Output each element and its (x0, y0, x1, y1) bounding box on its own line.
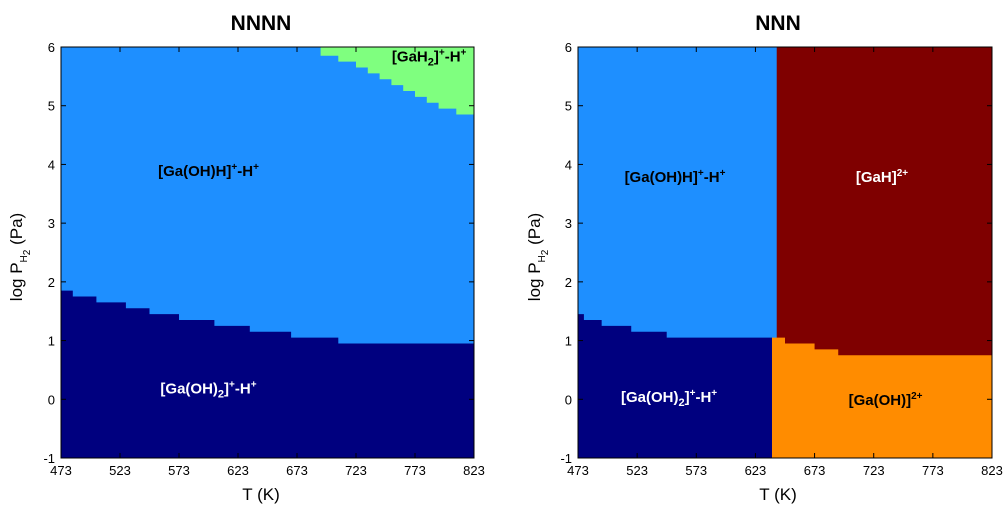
phase-diagram-nnn: NNN [Ga(OH)2]+-H+[Ga(OH)H]+-H+ [GaH]2+[Ga… (525, 12, 1003, 504)
x-axis-ticks: 473 523 573 623 673 723 773 823 (567, 47, 1003, 478)
y-tick-label: -1 (43, 451, 55, 466)
x-axis-label: T (K) (242, 485, 279, 504)
y-axis-label-main: log P (525, 262, 544, 301)
x-tick-label: 523 (626, 463, 648, 478)
y-axis-label-sub1: H (19, 255, 30, 262)
x-tick-label: 723 (863, 463, 885, 478)
x-tick-label: 773 (922, 463, 944, 478)
y-tick-label: 4 (48, 157, 55, 172)
y-tick-label: 3 (48, 216, 55, 231)
x-tick-label: 723 (345, 463, 367, 478)
y-axis-label-sub2: 2 (540, 249, 551, 255)
region-ga-oh2 (61, 290, 474, 458)
chart-title: NNNN (231, 12, 292, 35)
y-axis-label-sub1: H (537, 255, 548, 262)
y-tick-label: 0 (48, 392, 55, 407)
y-axis-label: log PH2 (Pa) (525, 213, 551, 301)
plot-area: [Ga(OH)2]+-H+ [Ga(OH)H]+-H+ [GaH]2+ [Ga(OH)… (577, 46, 993, 459)
region-ga-oh (771, 337, 992, 458)
y-tick-label: 1 (48, 334, 55, 349)
region-gah2 (297, 47, 474, 121)
x-axis-ticks: 473 523 573 623 673 723 773 823 (50, 47, 485, 478)
x-tick-label: 673 (286, 463, 308, 478)
plot-frame (60, 46, 475, 459)
region-label: [Ga(OH)]2+ (849, 391, 923, 409)
region-label: [Ga(OH)2]+-H+ (160, 379, 256, 400)
region-ga-oh2 (578, 314, 772, 458)
x-axis-label: T (K) (759, 485, 796, 504)
x-tick-label: 823 (981, 463, 1003, 478)
x-tick-label: 673 (804, 463, 826, 478)
x-tick-label: 523 (109, 463, 131, 478)
chart-title: NNN (755, 12, 801, 35)
y-tick-label: 1 (565, 334, 572, 349)
region-label: [Ga(OH)2]+-H+ (621, 388, 717, 409)
region-label: [GaH]2+ (856, 168, 908, 186)
y-axis-label: log PH2 (Pa) (7, 213, 33, 301)
y-axis-label-unit: (Pa) (7, 213, 26, 250)
y-tick-label: 4 (565, 157, 572, 172)
y-tick-label: -1 (560, 451, 572, 466)
y-axis-label-unit: (Pa) (525, 213, 544, 250)
x-tick-label: 623 (227, 463, 249, 478)
x-tick-label: 573 (168, 463, 190, 478)
phase-diagram-nnnn: NNNN [Ga(OH)2]+-H+ [Ga(OH)H]+-H+ [GaH2]+-H… (7, 12, 485, 504)
y-tick-label: 2 (48, 275, 55, 290)
plot-frame (577, 46, 993, 459)
x-tick-label: 573 (685, 463, 707, 478)
y-tick-label: 3 (565, 216, 572, 231)
x-tick-label: 773 (404, 463, 426, 478)
x-tick-label: 473 (567, 463, 589, 478)
y-tick-label: 6 (565, 40, 572, 55)
y-axis-ticks: -1 0 1 2 3 4 5 6 (560, 40, 992, 466)
y-tick-label: 6 (48, 40, 55, 55)
y-axis-label-sub2: 2 (22, 249, 33, 255)
region-label: [Ga(OH)H]+-H+ (625, 168, 726, 186)
region-label: [Ga(OH)H]+-H+ (158, 162, 259, 180)
y-tick-label: 0 (565, 392, 572, 407)
x-tick-label: 623 (745, 463, 767, 478)
y-tick-label: 5 (565, 99, 572, 114)
x-tick-label: 823 (463, 463, 485, 478)
x-tick-label: 473 (50, 463, 72, 478)
y-tick-label: 2 (565, 275, 572, 290)
region-label: [GaH2]+-H+ (392, 48, 467, 69)
y-tick-label: 5 (48, 99, 55, 114)
y-axis-ticks: -1 0 1 2 3 4 5 6 (43, 40, 474, 466)
plot-area: [Ga(OH)2]+-H+ [Ga(OH)H]+-H+ [GaH2]+-H+ (60, 46, 475, 459)
y-axis-label-main: log P (7, 262, 26, 301)
